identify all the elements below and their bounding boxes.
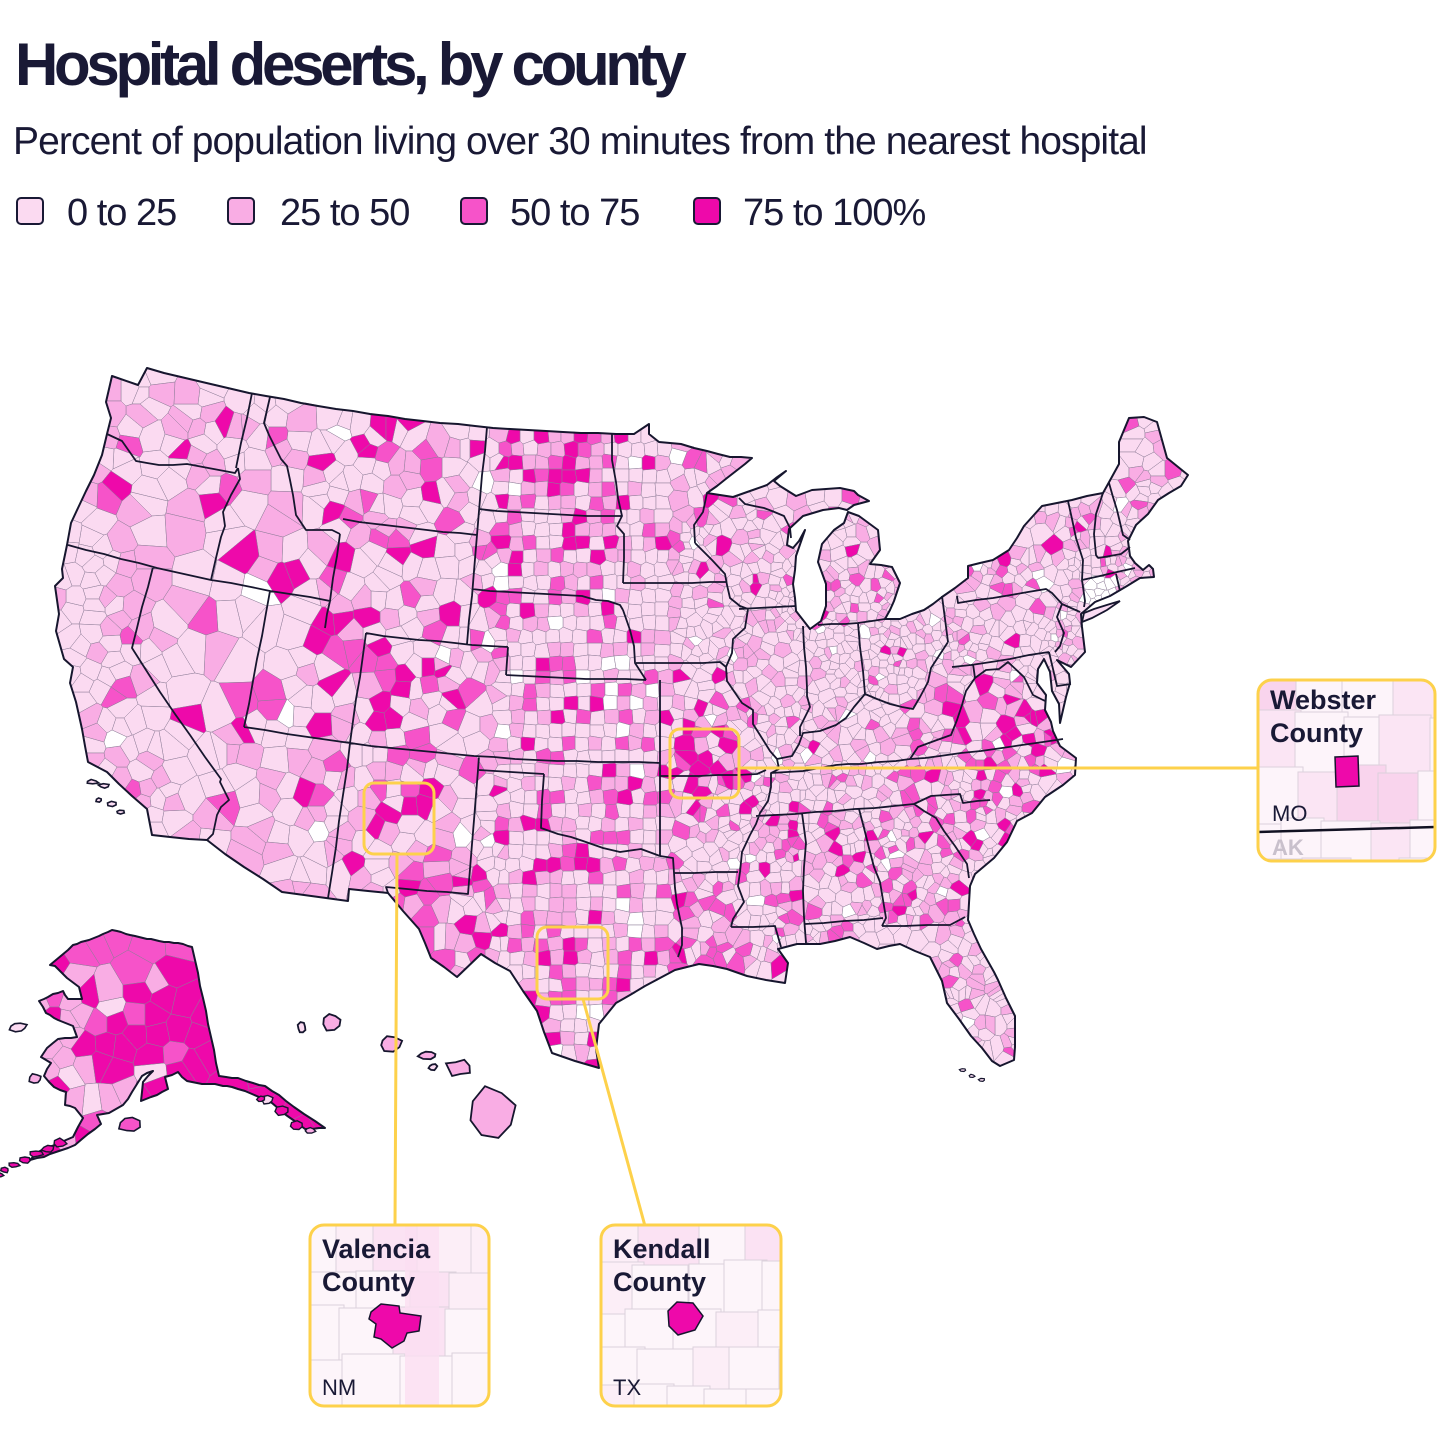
svg-text:Kendall: Kendall (613, 1234, 711, 1264)
svg-text:County: County (322, 1267, 415, 1297)
svg-text:TX: TX (613, 1375, 641, 1400)
svg-text:AK: AK (1272, 835, 1304, 860)
svg-text:County: County (613, 1267, 706, 1297)
svg-text:County: County (1270, 718, 1363, 748)
svg-text:MO: MO (1272, 801, 1307, 826)
svg-text:Valencia: Valencia (322, 1234, 431, 1264)
svg-text:NM: NM (322, 1375, 356, 1400)
svg-text:Webster: Webster (1270, 685, 1377, 715)
